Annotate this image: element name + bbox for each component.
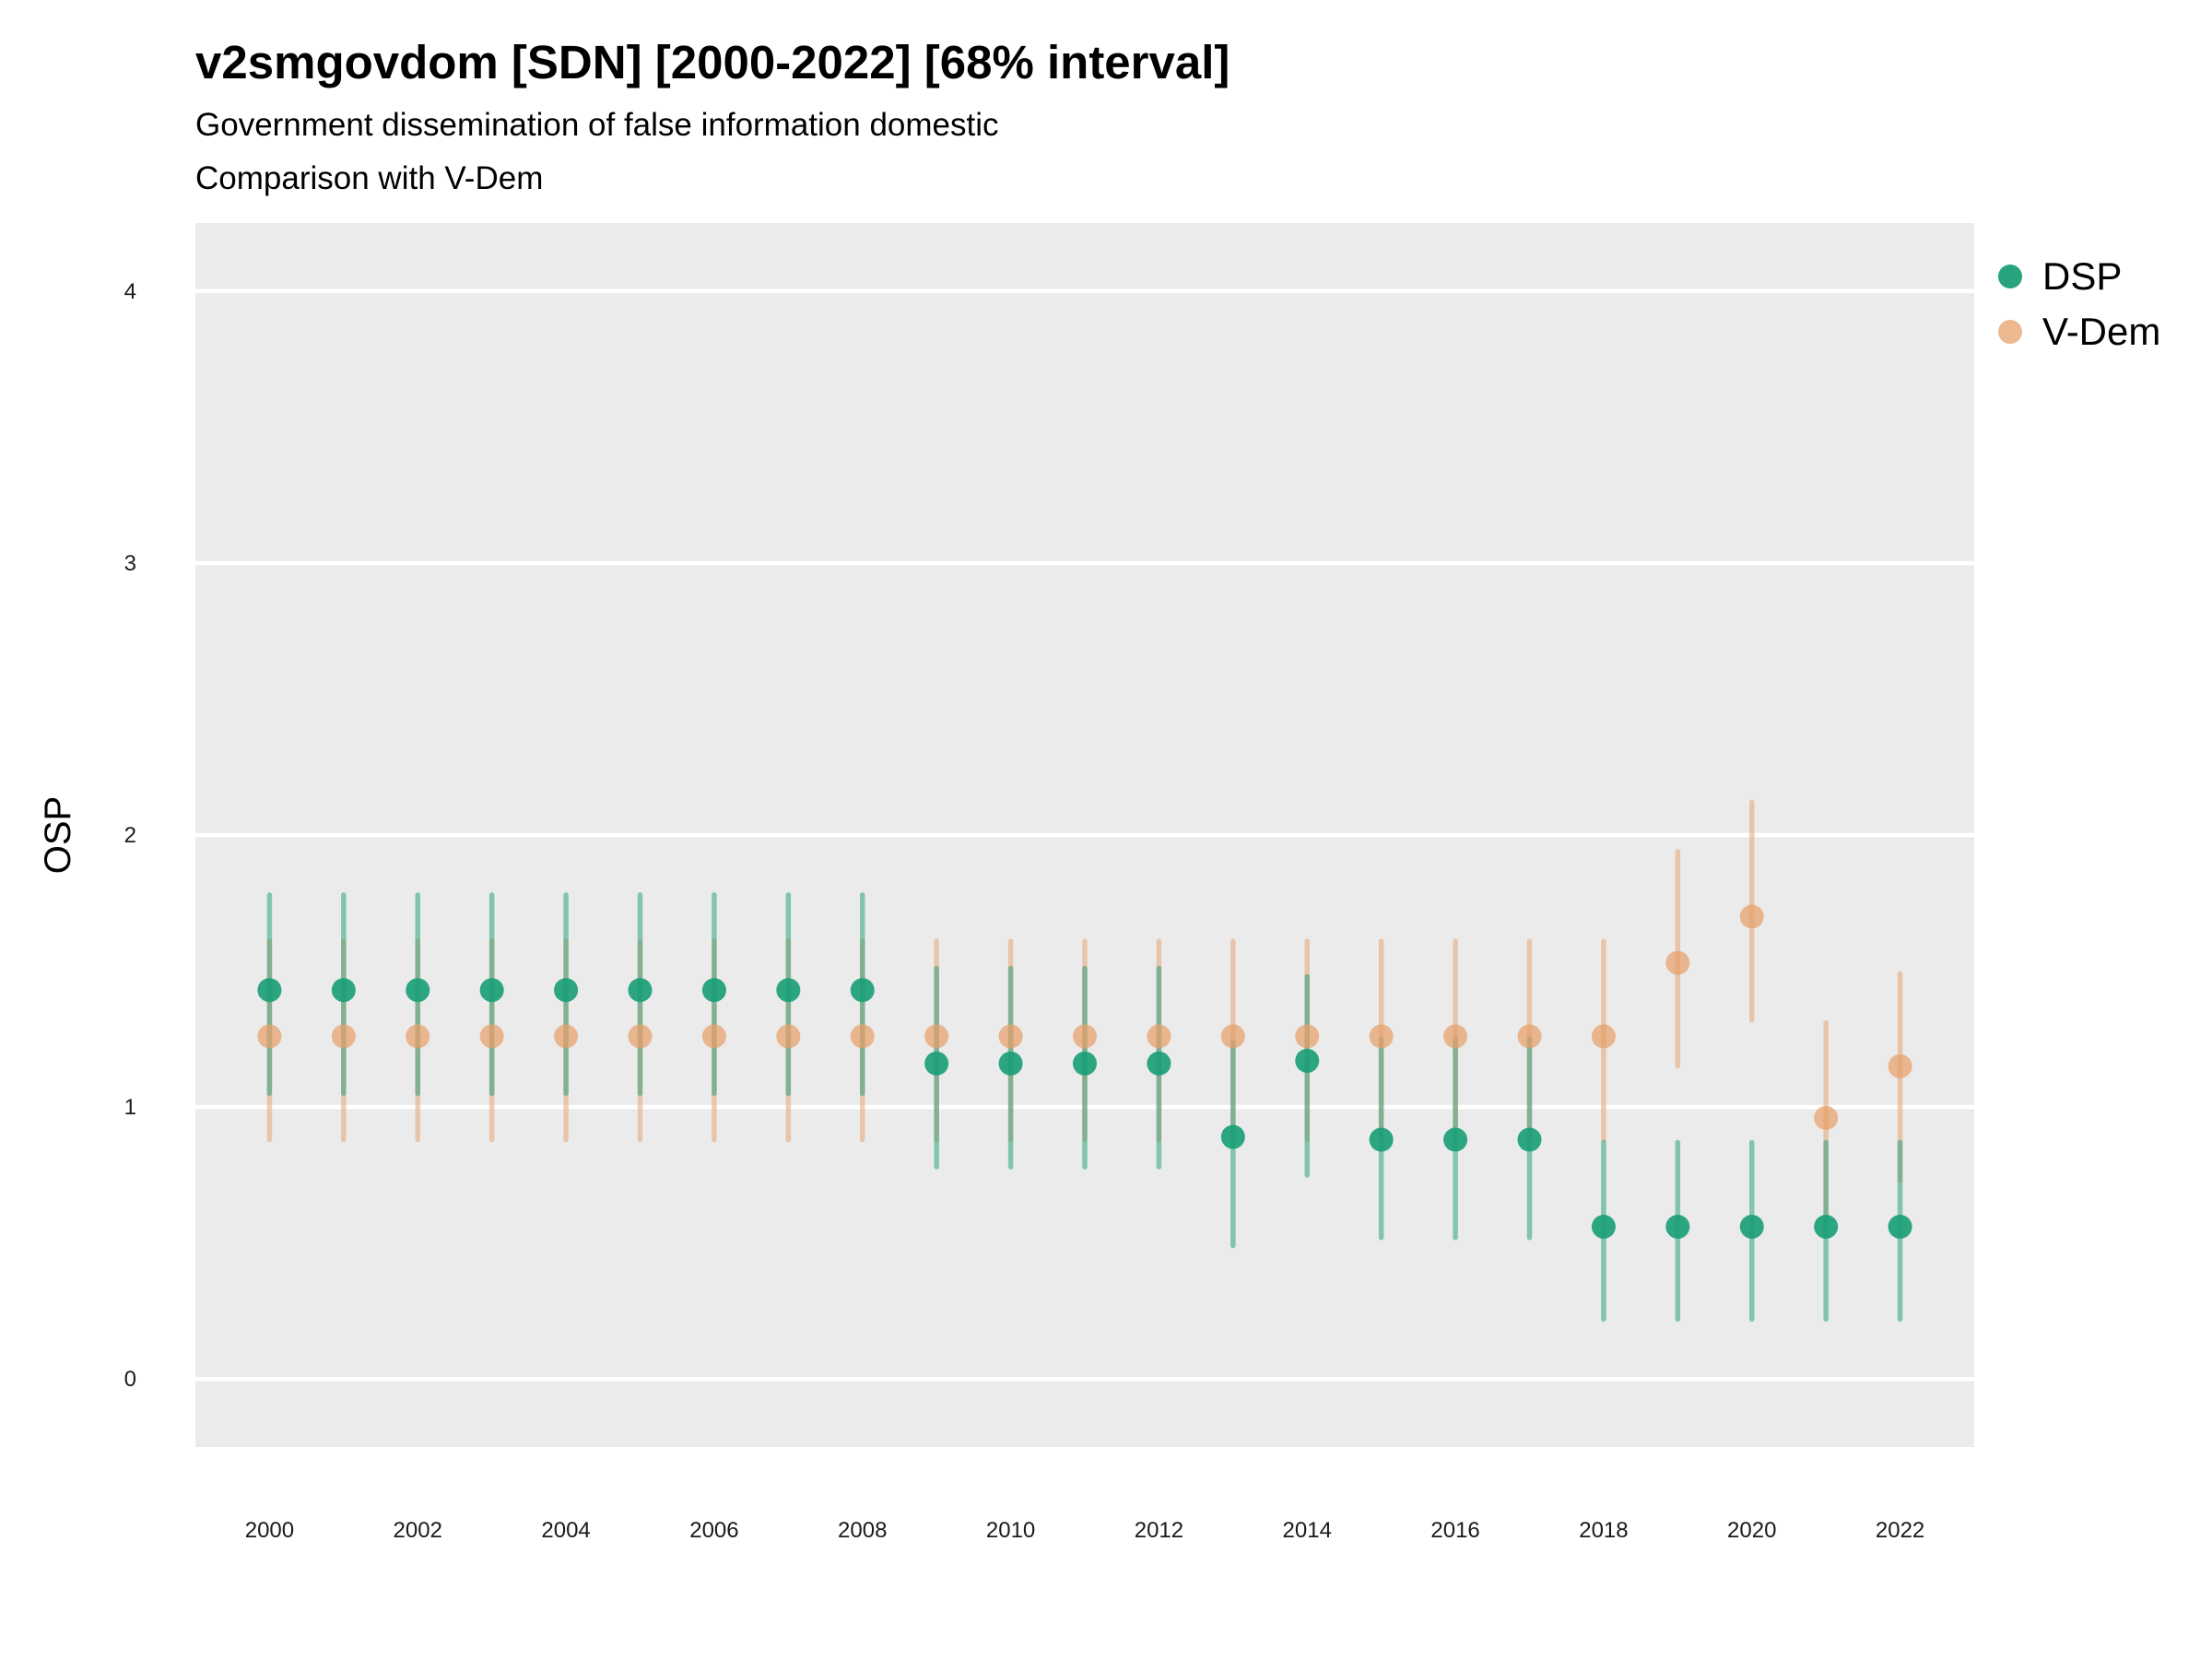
points-dsp	[257, 978, 1912, 1239]
point-dsp-2003	[479, 978, 504, 1003]
point-dsp-2011	[1073, 1051, 1097, 1076]
legend-label-dsp: DSP	[2042, 254, 2123, 298]
x-tick-label-2002: 2002	[394, 1518, 442, 1543]
point-dsp-2014	[1295, 1048, 1320, 1073]
point-dsp-2017	[1517, 1127, 1542, 1152]
point-vdem-2018	[1591, 1024, 1616, 1049]
x-tick-labels: 2000 2002 2004 2006 2008 2010 2012 2014 2016 2018…	[245, 1518, 1925, 1543]
x-tick-label-2014: 2014	[1283, 1518, 1332, 1543]
point-dsp-2016	[1443, 1127, 1468, 1152]
point-dsp-2010	[998, 1051, 1023, 1076]
point-vdem-2015	[1369, 1024, 1394, 1049]
point-vdem-2005	[628, 1024, 653, 1049]
point-vdem-2019	[1665, 950, 1690, 975]
point-dsp-2018	[1591, 1214, 1616, 1239]
point-vdem-2020	[1739, 904, 1764, 929]
point-dsp-2004	[554, 978, 579, 1003]
point-dsp-2000	[257, 978, 282, 1003]
point-vdem-2004	[554, 1024, 579, 1049]
y-tick-label-0: 0	[124, 1367, 136, 1392]
point-vdem-2001	[331, 1024, 356, 1049]
legend-item-dsp: DSP	[1998, 249, 2160, 304]
point-vdem-2014	[1295, 1024, 1320, 1049]
point-vdem-2008	[850, 1024, 875, 1049]
x-tick-label-2004: 2004	[541, 1518, 590, 1543]
points-vdem	[257, 904, 1912, 1130]
point-dsp-2002	[406, 978, 430, 1003]
x-tick-label-2020: 2020	[1727, 1518, 1776, 1543]
point-dsp-2020	[1739, 1214, 1764, 1239]
chart-subtitle: Government dissemination of false inform…	[195, 107, 999, 143]
point-dsp-2005	[628, 978, 653, 1003]
legend-dot-dsp	[1998, 265, 2022, 288]
x-tick-label-2018: 2018	[1579, 1518, 1628, 1543]
y-tick-labels: 0 1 2 3 4	[124, 279, 136, 1392]
chart-title: v2smgovdom [SDN] [2000-2022] [68% interv…	[195, 36, 1230, 88]
point-dsp-2012	[1147, 1051, 1171, 1076]
point-vdem-2012	[1147, 1024, 1171, 1049]
point-vdem-2021	[1814, 1105, 1839, 1130]
point-vdem-2000	[257, 1024, 282, 1049]
point-vdem-2010	[998, 1024, 1023, 1049]
point-dsp-2007	[776, 978, 801, 1003]
y-tick-label-3: 3	[124, 551, 136, 576]
x-tick-label-2008: 2008	[838, 1518, 887, 1543]
x-tick-label-2006: 2006	[689, 1518, 738, 1543]
chart-subtitle-comparison: Comparison with V-Dem	[195, 160, 544, 196]
y-axis-title: OSP	[38, 796, 78, 874]
x-tick-label-2022: 2022	[1876, 1518, 1924, 1543]
point-vdem-2011	[1073, 1024, 1097, 1049]
x-tick-label-2010: 2010	[986, 1518, 1035, 1543]
x-tick-label-2016: 2016	[1430, 1518, 1479, 1543]
legend-label-vdem: V-Dem	[2042, 310, 2161, 353]
point-dsp-2009	[924, 1051, 949, 1076]
point-vdem-2006	[701, 1024, 726, 1049]
y-tick-label-4: 4	[124, 279, 136, 304]
point-vdem-2017	[1517, 1024, 1542, 1049]
legend-item-vdem: V-Dem	[1998, 304, 2160, 359]
x-tick-label-2012: 2012	[1135, 1518, 1183, 1543]
data-series	[257, 799, 1912, 1323]
point-vdem-2016	[1443, 1024, 1468, 1049]
point-dsp-2015	[1369, 1127, 1394, 1152]
point-vdem-2009	[924, 1024, 949, 1049]
point-vdem-2022	[1888, 1053, 1912, 1078]
point-vdem-2013	[1220, 1024, 1245, 1049]
point-vdem-2007	[776, 1024, 801, 1049]
point-dsp-2022	[1888, 1214, 1912, 1239]
point-dsp-2013	[1220, 1124, 1245, 1149]
point-vdem-2003	[479, 1024, 504, 1049]
point-dsp-2019	[1665, 1214, 1690, 1239]
point-dsp-2001	[331, 978, 356, 1003]
legend: DSP V-Dem	[1998, 249, 2160, 359]
legend-dot-vdem	[1998, 320, 2022, 344]
point-dsp-2008	[850, 978, 875, 1003]
point-dsp-2006	[701, 978, 726, 1003]
y-tick-label-1: 1	[124, 1095, 136, 1120]
x-tick-label-2000: 2000	[245, 1518, 294, 1543]
point-dsp-2021	[1814, 1214, 1839, 1239]
point-vdem-2002	[406, 1024, 430, 1049]
y-tick-label-2: 2	[124, 823, 136, 848]
